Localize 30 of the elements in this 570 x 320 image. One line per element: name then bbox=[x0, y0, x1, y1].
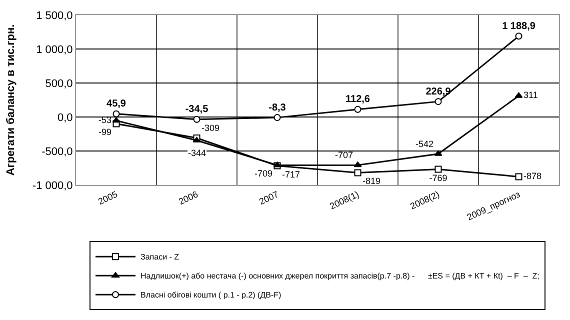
data-label: -709 bbox=[254, 168, 272, 179]
y-tick-label: -500,0 bbox=[42, 146, 73, 158]
data-label: -344 bbox=[188, 148, 206, 158]
y-tick-label: 1 000,0 bbox=[36, 44, 73, 56]
data-label: -707 bbox=[334, 150, 353, 160]
data-label: 112,6 bbox=[346, 94, 370, 106]
legend-label: Запаси - Z bbox=[140, 252, 180, 262]
data-label: -34,5 bbox=[185, 104, 209, 116]
data-label: -717 bbox=[282, 169, 300, 180]
data-label: -819 bbox=[362, 176, 381, 186]
x-tick-label: 2006 bbox=[177, 189, 200, 207]
x-tick-label: 2005 bbox=[96, 189, 119, 207]
x-tick-label: 2007 bbox=[258, 189, 280, 207]
data-label: -542 bbox=[415, 138, 434, 149]
data-label: 1 188,9 bbox=[502, 20, 536, 32]
data-label: -8,3 bbox=[268, 102, 286, 114]
data-label: 226,9 bbox=[426, 86, 452, 98]
legend-label: Надлишок(+) або нестача (-) основних джерел покриття запасів(р.7 -р.8) - ±ES = (ДВ + КТ + Кt) – F – Z; bbox=[140, 272, 540, 281]
y-tick-label: 0,0 bbox=[58, 112, 73, 124]
y-tick-label: 1 500,0 bbox=[36, 10, 73, 22]
data-label: -769 bbox=[429, 172, 448, 183]
y-tick-label: 500,0 bbox=[45, 78, 73, 90]
data-label: -878 bbox=[524, 170, 542, 181]
y-axis-title: Агрегати балансу в тис.грн. bbox=[5, 24, 18, 176]
legend-label: Власні обігові кошти ( р.1 - р.2) (ДВ-F) bbox=[140, 290, 282, 300]
y-tick-label: -1 000,0 bbox=[32, 180, 73, 192]
data-label: -309 bbox=[202, 123, 220, 134]
data-label: -99 bbox=[98, 127, 112, 138]
data-label: 45,9 bbox=[106, 98, 126, 110]
data-label: 311 bbox=[524, 90, 538, 100]
